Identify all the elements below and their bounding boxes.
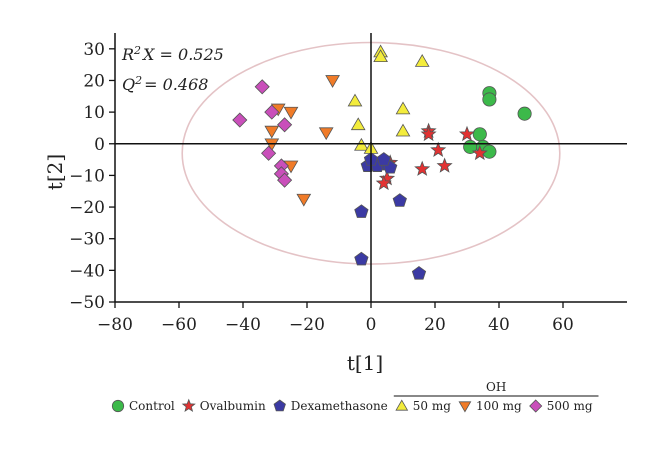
y-axis-title: t[2]: [43, 154, 67, 190]
x-tick-label: 60: [552, 315, 574, 335]
legend-marker: [395, 399, 409, 411]
legend: Control Ovalbumin Dexamethasone 50 mg 100 mg…: [111, 380, 599, 413]
series-50-mg: [347, 44, 430, 154]
x-tick-label: −20: [289, 315, 325, 335]
y-tick-label: −50: [69, 293, 105, 313]
data-point: [277, 117, 293, 133]
y-tick-label: 20: [83, 71, 105, 91]
y-tick-label: −10: [69, 166, 105, 186]
data-point: [325, 75, 340, 88]
legend-label: Dexamethasone: [291, 399, 388, 413]
legend-label: Control: [129, 399, 175, 413]
legend-label: Ovalbumin: [200, 399, 266, 413]
y-tick-label: 10: [83, 103, 105, 123]
series-dexamethasone: [354, 152, 427, 280]
series-ovalbumin: [375, 122, 488, 191]
y-tick-label: 30: [83, 40, 105, 60]
axes: −80 −60 −40 −20 0 20 40 60 −50 −40 −30 −20 −10 0 10 20 3…: [69, 33, 627, 335]
x-tick-label: −60: [161, 315, 197, 335]
q2-annotation: Q2 = 0.468: [122, 74, 208, 95]
x-tick-label: 20: [424, 315, 446, 335]
data-point: [392, 193, 407, 207]
x-axis-title: t[1]: [347, 351, 383, 375]
data-point: [411, 266, 427, 280]
legend-group-label: OH: [486, 380, 506, 394]
data-point: [482, 92, 497, 107]
legend-marker: [111, 399, 125, 413]
data-point: [395, 101, 411, 115]
legend-marker: [458, 401, 472, 413]
data-point: [375, 174, 392, 191]
data-point: [354, 251, 369, 266]
data-point: [277, 172, 293, 188]
data-point: [261, 145, 277, 161]
data-point: [430, 141, 447, 157]
y-tick-label: 0: [94, 135, 105, 155]
legend-marker: [273, 399, 286, 412]
data-point: [264, 125, 280, 139]
data-point: [264, 138, 280, 152]
legend-label: 500 mg: [547, 399, 593, 413]
data-point: [395, 123, 411, 137]
legend-label: 50 mg: [413, 399, 451, 413]
data-point: [283, 106, 299, 120]
data-point: [232, 112, 248, 128]
series-500-mg: [232, 79, 293, 188]
data-point: [373, 49, 388, 63]
legend-marker: [181, 398, 196, 413]
y-tick-label: −30: [69, 230, 105, 250]
data-point: [318, 127, 334, 141]
legend-marker: [529, 399, 543, 413]
data-point: [458, 125, 476, 142]
data-point: [264, 104, 280, 120]
data-point: [296, 193, 312, 207]
data-point: [414, 160, 431, 176]
data-point: [414, 54, 430, 67]
data-point: [517, 106, 532, 121]
data-point: [376, 152, 391, 166]
data-point: [472, 127, 487, 142]
series-100-mg: [264, 75, 340, 207]
data-point: [254, 79, 270, 95]
series-control: [463, 86, 532, 159]
x-tick-label: −40: [225, 315, 261, 335]
data-point: [350, 117, 366, 131]
data-point: [436, 157, 453, 173]
r2x-annotation: R2 X = 0.525: [121, 44, 224, 65]
x-tick-label: 40: [488, 315, 510, 335]
y-tick-label: −20: [69, 198, 105, 218]
x-tick-label: −80: [97, 315, 133, 335]
data-point: [471, 144, 488, 161]
legend-label: 100 mg: [476, 399, 522, 413]
x-tick-label: 0: [366, 315, 377, 335]
data-point: [354, 204, 369, 218]
data-point: [347, 93, 363, 107]
data-point: [420, 125, 437, 142]
y-tick-label: −40: [69, 261, 105, 281]
